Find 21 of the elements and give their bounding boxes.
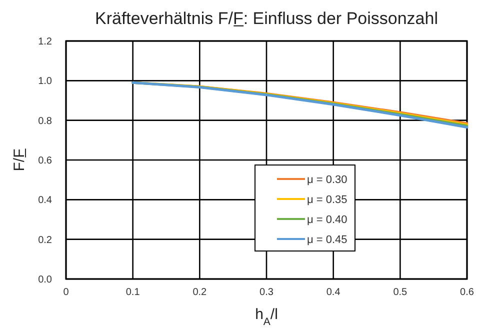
y-tick-label: 0.6 (38, 156, 52, 166)
legend-label: μ = 0.30 (307, 174, 348, 186)
legend-label: μ = 0.35 (307, 194, 348, 206)
y-tick-label: 0.4 (38, 195, 52, 206)
legend-label: μ = 0.40 (307, 214, 348, 226)
x-axis-title: h$_{A}$/l (255, 306, 278, 328)
y-tick-label: 0.2 (38, 234, 52, 246)
y-tick-label: 0.8 (38, 116, 52, 127)
x-tick-label: 0.1 (126, 287, 140, 298)
x-tick-label: 0.4 (326, 287, 341, 298)
x-tick-label: 0.2 (192, 287, 208, 298)
chart-title: Kräfteverhältnis F/F̲: Einfluss der Poissonzahl (95, 9, 438, 28)
x-tick-label: 0.3 (260, 287, 274, 298)
x-tick-label: 0 (63, 287, 70, 298)
legend-label: μ = 0.45 (307, 234, 348, 246)
y-tick-label: 0.0 (38, 274, 52, 286)
y-axis-title: F/F̲ (11, 148, 28, 172)
x-tick-label: 0.5 (393, 287, 408, 298)
y-tick-label: 1.0 (38, 76, 52, 88)
x-tick-label: 0.6 (460, 287, 474, 298)
y-tick-label: 1.2 (38, 36, 52, 48)
